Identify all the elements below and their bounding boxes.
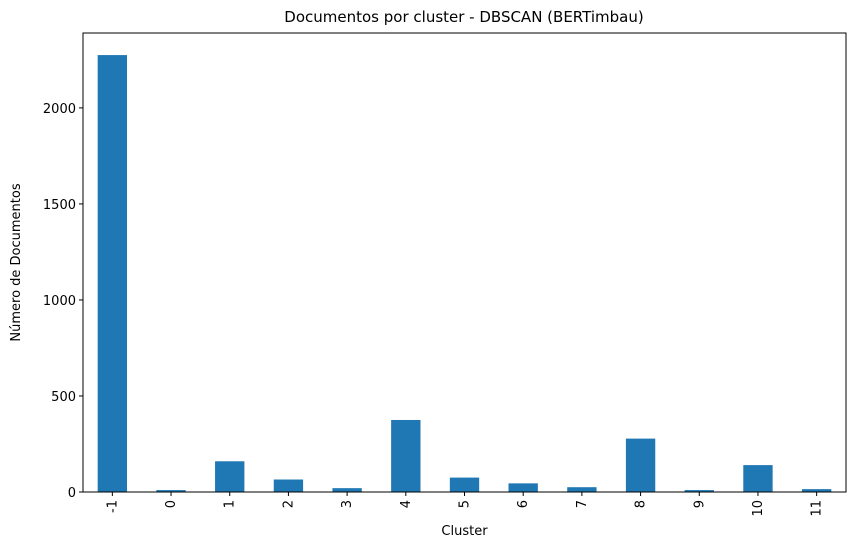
y-axis-label: Número de Documentos (9, 183, 24, 341)
bar-9 (684, 490, 714, 492)
bar-8 (625, 438, 656, 492)
bar-7 (567, 487, 597, 492)
y-tick-label: 500 (51, 390, 76, 405)
bar-11 (801, 489, 832, 492)
chart-title: Documentos por cluster - DBSCAN (BERTimb… (284, 8, 643, 26)
bar-6 (508, 483, 538, 492)
bar-3 (332, 488, 362, 492)
x-tick-label: 6 (516, 500, 531, 508)
x-tick-label: 8 (634, 500, 649, 508)
y-ticks-group: 0 500 1000 1500 2000 (43, 102, 83, 501)
bar--1 (97, 55, 128, 492)
x-tick-label: 11 (810, 500, 825, 517)
x-tick-label: 9 (692, 500, 707, 508)
x-tick-label: 0 (164, 500, 179, 508)
y-tick-label: 1500 (43, 198, 76, 213)
y-tick-label: 0 (68, 486, 76, 501)
x-tick-label: 10 (751, 500, 766, 517)
bar-1 (215, 461, 245, 492)
x-tick-label: 4 (399, 500, 414, 508)
x-ticks-group: -1 0 1 2 3 4 5 6 7 8 9 10 11 (105, 492, 825, 517)
x-tick-label: 2 (281, 500, 296, 508)
bars-group (97, 55, 832, 492)
x-tick-label: 1 (223, 500, 238, 508)
bar-2 (273, 479, 304, 492)
x-tick-label: 3 (340, 500, 355, 508)
x-tick-label: -1 (105, 500, 120, 513)
y-tick-label: 2000 (43, 102, 76, 117)
x-tick-label: 7 (575, 500, 590, 508)
bar-5 (449, 477, 480, 492)
x-tick-label: 5 (458, 500, 473, 508)
bar-0 (156, 490, 186, 492)
bar-4 (391, 419, 421, 492)
bar-10 (743, 465, 773, 492)
x-axis-label: Cluster (441, 524, 488, 539)
y-tick-label: 1000 (43, 294, 76, 309)
plot-frame (82, 32, 847, 493)
